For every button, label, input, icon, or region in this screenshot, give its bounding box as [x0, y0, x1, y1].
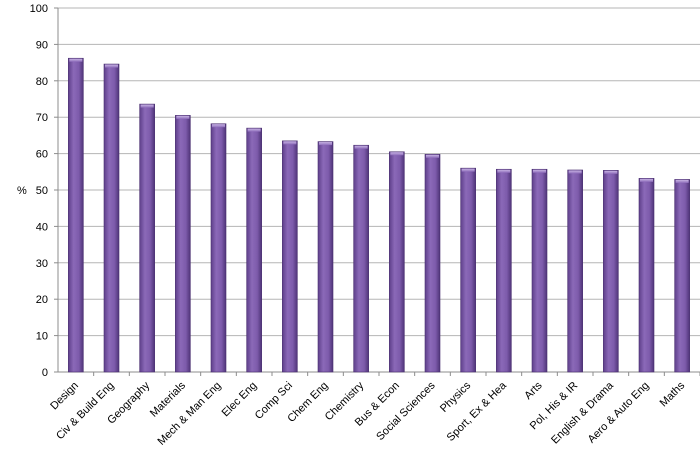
bar-cap: [604, 170, 618, 174]
bar: [674, 179, 690, 373]
bar: [603, 170, 619, 373]
x-tick-label: English & Drama: [549, 379, 616, 446]
y-axis-label: %: [17, 185, 27, 197]
bar: [531, 168, 548, 373]
bar-cap: [319, 142, 332, 146]
bar-cap: [69, 58, 83, 62]
bar: [496, 168, 512, 373]
bar-cap: [105, 64, 118, 68]
y-tick-label: 80: [36, 76, 48, 88]
x-tick-label: Mech & Man Eng: [155, 380, 223, 448]
bar-cap: [533, 169, 546, 173]
y-tick-label: 0: [42, 367, 48, 379]
bar: [317, 141, 334, 373]
bar: [567, 169, 583, 373]
x-tick-label: Arts: [522, 379, 545, 402]
bar-cap: [426, 154, 439, 158]
y-tick-label: 50: [36, 185, 48, 197]
y-tick-label: 90: [36, 39, 48, 51]
bar-cap: [461, 168, 475, 172]
y-tick-label: 70: [36, 112, 48, 124]
bar-cap: [390, 152, 404, 156]
bar-cap: [675, 179, 689, 183]
bar: [103, 63, 120, 373]
bar: [389, 151, 405, 373]
y-tick-label: 10: [36, 331, 48, 343]
y-tick-label: 60: [36, 149, 48, 161]
bar-cap: [640, 178, 653, 182]
bar-cap: [568, 170, 582, 174]
y-tick-label: 40: [36, 221, 48, 233]
y-tick-label: 30: [36, 258, 48, 270]
x-tick-label: Aero & Auto Eng: [586, 380, 652, 446]
bar: [282, 140, 298, 373]
bar: [210, 123, 227, 373]
bar-cap: [354, 145, 368, 149]
bar-cap: [283, 141, 297, 145]
bar-cap: [140, 104, 154, 108]
bar: [638, 178, 655, 373]
bar: [175, 115, 191, 373]
x-tick-label: Maths: [658, 379, 688, 409]
bar: [353, 144, 369, 373]
bar-cap: [176, 115, 190, 119]
y-tick-label: 20: [36, 294, 48, 306]
bar-cap: [497, 169, 511, 173]
x-tick-label: Design: [48, 380, 81, 413]
bar-cap: [212, 124, 225, 128]
bar: [68, 57, 84, 373]
bar: [460, 167, 476, 373]
x-tick-label: Physics: [438, 379, 474, 415]
bar: [246, 127, 262, 373]
bar-cap: [247, 128, 261, 132]
bar: [424, 154, 441, 373]
bar: [139, 103, 155, 373]
y-tick-label: 100: [30, 3, 48, 15]
